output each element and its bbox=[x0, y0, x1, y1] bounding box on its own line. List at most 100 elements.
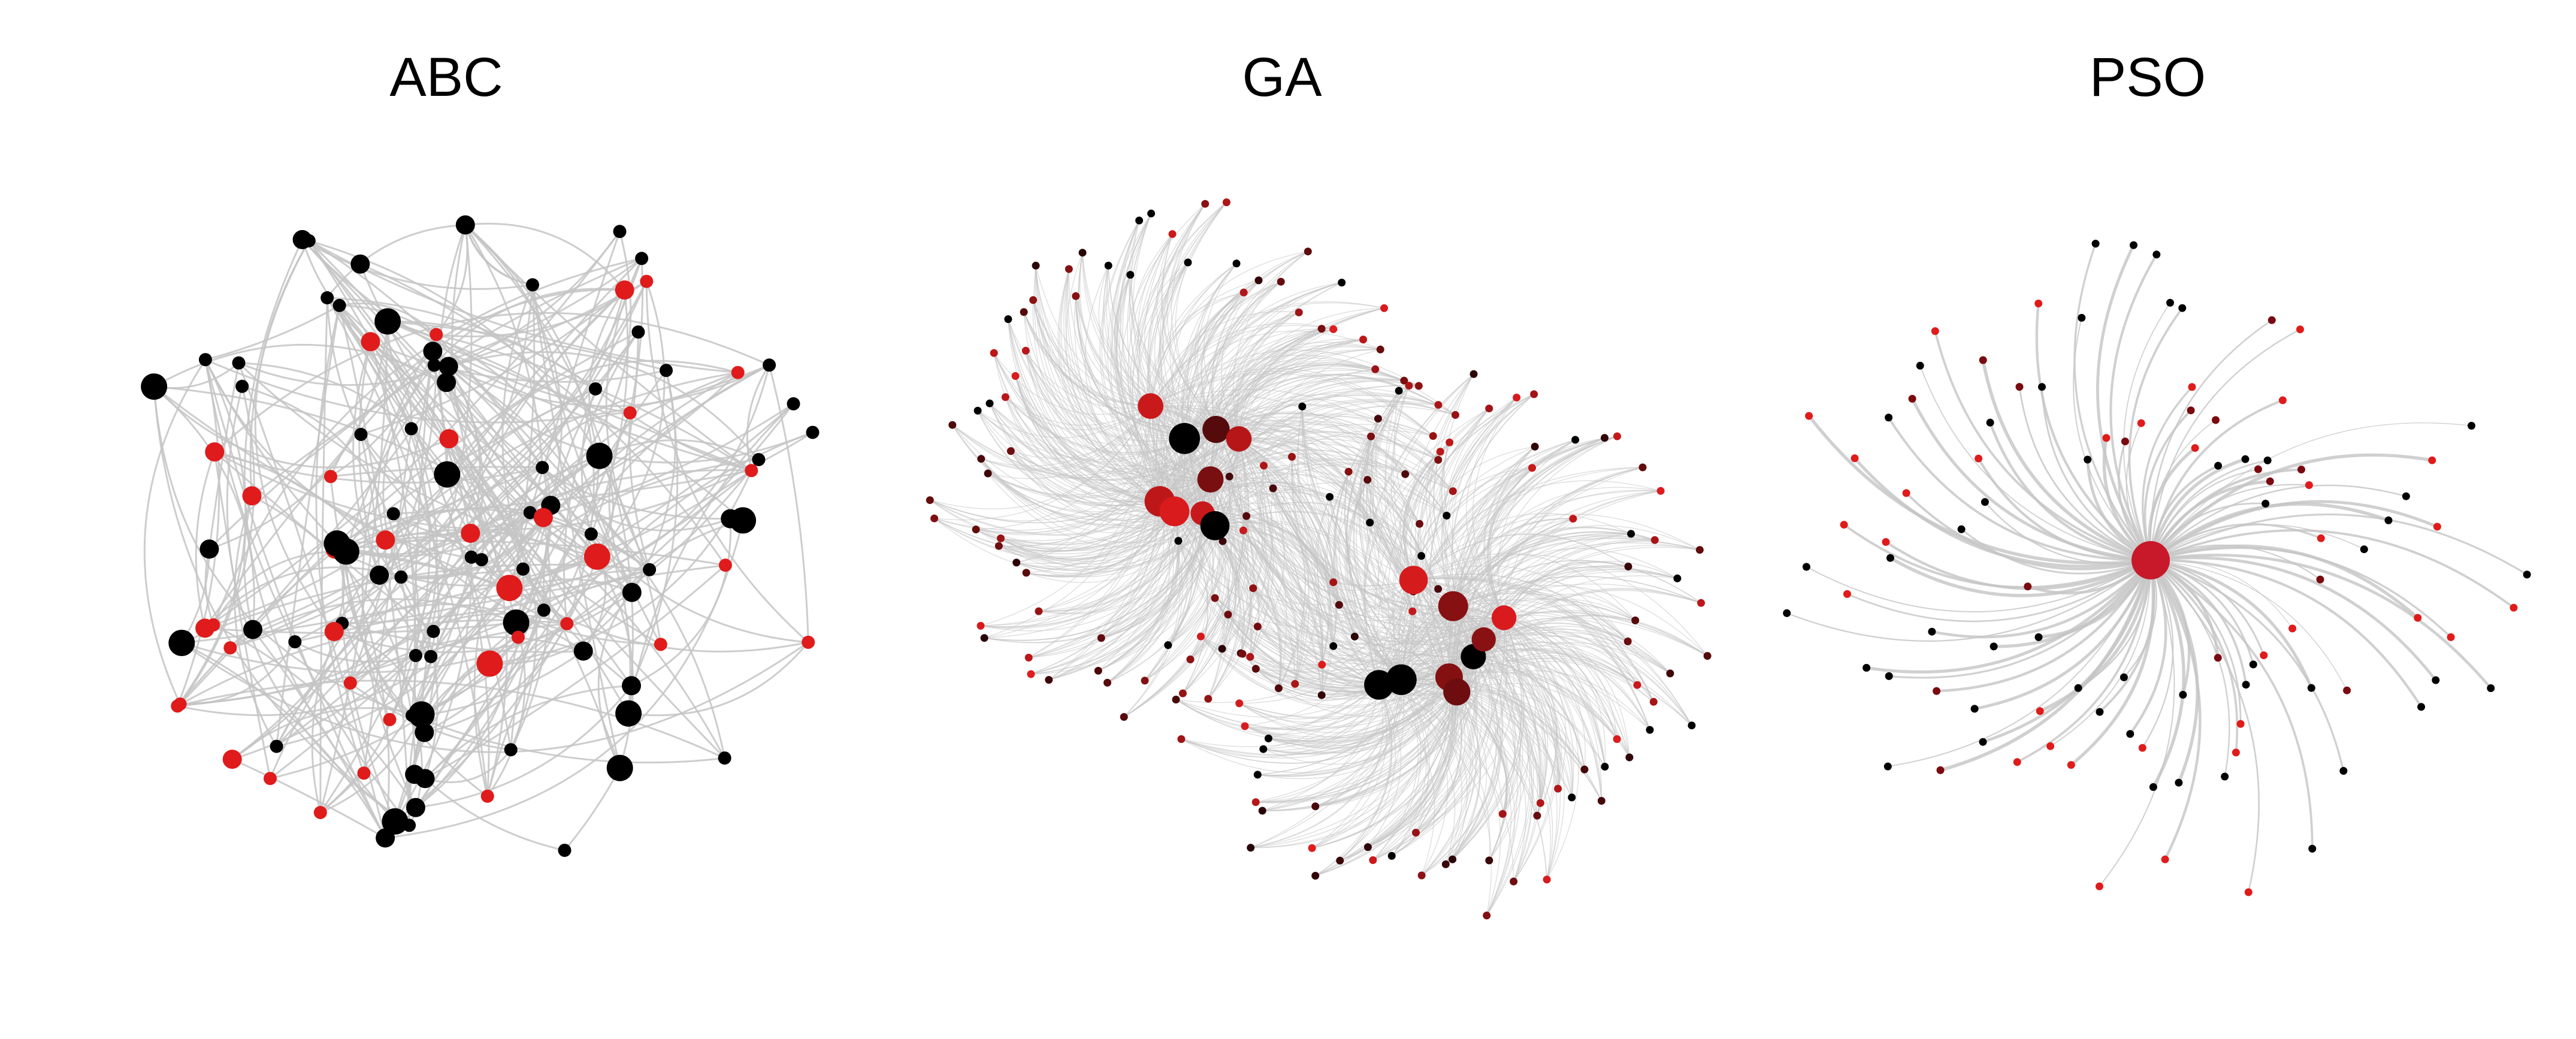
node bbox=[394, 570, 408, 584]
node bbox=[1249, 584, 1257, 593]
edge bbox=[1151, 263, 1237, 512]
node bbox=[2149, 783, 2157, 791]
node bbox=[643, 563, 657, 576]
edge bbox=[1453, 525, 1700, 607]
edge bbox=[1843, 524, 2151, 588]
edge bbox=[2073, 243, 2152, 561]
edge bbox=[1210, 439, 1453, 492]
node bbox=[1251, 798, 1260, 807]
edge bbox=[465, 222, 625, 291]
edge bbox=[1029, 513, 1204, 659]
node bbox=[1168, 230, 1177, 238]
node bbox=[1291, 679, 1299, 688]
edge bbox=[1807, 415, 2151, 565]
node bbox=[1120, 713, 1128, 721]
edge bbox=[1315, 617, 1505, 807]
edge bbox=[2150, 558, 2423, 708]
edge bbox=[1415, 408, 1490, 693]
node bbox=[1443, 512, 1451, 520]
node bbox=[430, 328, 443, 342]
node bbox=[2126, 730, 2134, 738]
edge bbox=[464, 224, 533, 286]
node bbox=[1363, 843, 1372, 851]
node bbox=[270, 739, 283, 753]
node bbox=[1241, 722, 1249, 730]
node bbox=[415, 723, 434, 742]
node bbox=[802, 635, 815, 649]
node bbox=[586, 442, 613, 469]
node bbox=[2074, 684, 2082, 692]
node bbox=[1259, 745, 1268, 753]
node bbox=[1359, 336, 1367, 344]
edge bbox=[1181, 656, 1474, 756]
node bbox=[2188, 383, 2196, 391]
node bbox=[1569, 515, 1577, 523]
edge bbox=[2150, 559, 2242, 724]
node bbox=[1649, 697, 1658, 706]
edge bbox=[1145, 263, 1237, 502]
node bbox=[503, 609, 530, 636]
node bbox=[2308, 844, 2317, 853]
edge bbox=[1401, 436, 1617, 680]
edge bbox=[1413, 573, 1654, 702]
edge bbox=[2150, 560, 2348, 691]
edge bbox=[1168, 525, 1220, 646]
node bbox=[1020, 308, 1028, 316]
node bbox=[1623, 638, 1632, 645]
node bbox=[558, 844, 572, 857]
edge bbox=[1200, 636, 1450, 706]
edge bbox=[1032, 300, 1160, 502]
edge bbox=[1453, 490, 1661, 606]
node bbox=[2078, 313, 2086, 322]
edge bbox=[1314, 496, 1380, 685]
edge bbox=[1214, 406, 1456, 526]
edge bbox=[153, 343, 447, 388]
edge bbox=[1150, 349, 1419, 407]
node bbox=[1449, 855, 1457, 863]
edge bbox=[387, 321, 752, 472]
node bbox=[1371, 365, 1380, 373]
node bbox=[2121, 437, 2129, 446]
edge bbox=[934, 513, 1203, 560]
node bbox=[2523, 570, 2531, 579]
node bbox=[1981, 498, 1989, 506]
edge bbox=[1184, 368, 1419, 439]
node bbox=[1886, 554, 1894, 562]
edge bbox=[1371, 418, 1474, 657]
edge bbox=[1372, 617, 1508, 861]
edge bbox=[1099, 220, 1160, 502]
node bbox=[292, 229, 312, 249]
node bbox=[533, 508, 553, 527]
node bbox=[1498, 810, 1507, 818]
edge bbox=[153, 386, 450, 469]
node bbox=[1264, 734, 1272, 742]
node bbox=[2102, 434, 2111, 442]
node bbox=[2191, 444, 2199, 452]
edge bbox=[1060, 268, 1160, 502]
edge bbox=[1391, 639, 1490, 856]
edge bbox=[1325, 471, 1380, 685]
edge bbox=[2109, 253, 2158, 561]
node bbox=[1434, 401, 1443, 409]
node bbox=[1387, 851, 1396, 860]
node bbox=[2433, 522, 2441, 531]
edge bbox=[1398, 446, 1535, 680]
node bbox=[480, 789, 494, 803]
edge bbox=[1473, 642, 1692, 726]
node bbox=[1510, 877, 1518, 886]
edge bbox=[1378, 534, 1655, 685]
node bbox=[1103, 678, 1111, 687]
edge bbox=[2150, 554, 2492, 690]
node bbox=[427, 358, 441, 372]
edge bbox=[1172, 312, 1299, 512]
node bbox=[2096, 882, 2103, 890]
edge bbox=[1250, 691, 1458, 848]
edge bbox=[1263, 691, 1458, 765]
node bbox=[1933, 687, 1941, 695]
edge bbox=[294, 285, 534, 643]
node bbox=[1631, 616, 1640, 624]
edge bbox=[2150, 422, 2472, 561]
edge bbox=[1453, 588, 1628, 642]
edge bbox=[1008, 319, 1211, 480]
node bbox=[324, 622, 344, 641]
